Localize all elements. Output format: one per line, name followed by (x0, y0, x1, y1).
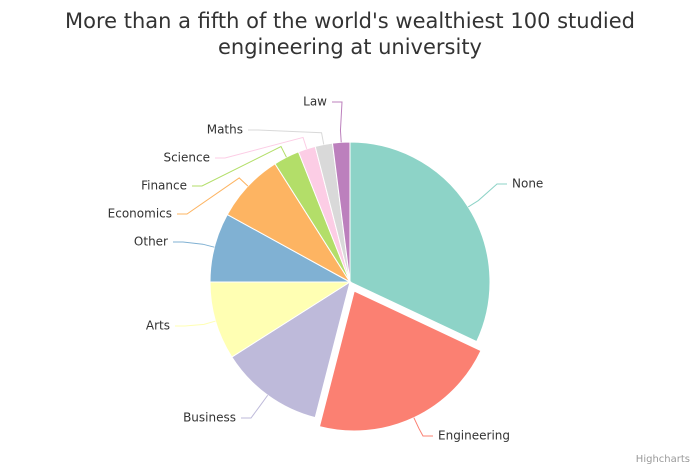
connector (175, 320, 216, 327)
credits: Highcharts (636, 454, 690, 465)
pie-slice (231, 280, 351, 419)
data-label: Other (134, 235, 168, 249)
data-label: Engineering (438, 429, 510, 443)
data-label: None (512, 177, 543, 191)
connector (173, 241, 215, 248)
connector (177, 177, 249, 215)
connector (467, 183, 507, 208)
data-label: Economics (108, 207, 172, 221)
pie-slice (331, 141, 351, 283)
connector (332, 101, 343, 143)
data-label: Law (303, 95, 327, 109)
connector (241, 394, 269, 419)
pie-slice (349, 141, 491, 343)
connector (192, 145, 287, 187)
data-label: Science (163, 151, 210, 165)
chart-title: More than a fifth of the world's wealthi… (64, 9, 635, 59)
data-label: Arts (146, 319, 170, 333)
data-label: Business (183, 411, 236, 425)
pie-slice (209, 281, 352, 358)
data-label: Finance (141, 179, 187, 193)
connector (248, 129, 325, 145)
data-label: Maths (207, 123, 243, 137)
connector (413, 417, 433, 437)
connector (215, 136, 308, 159)
